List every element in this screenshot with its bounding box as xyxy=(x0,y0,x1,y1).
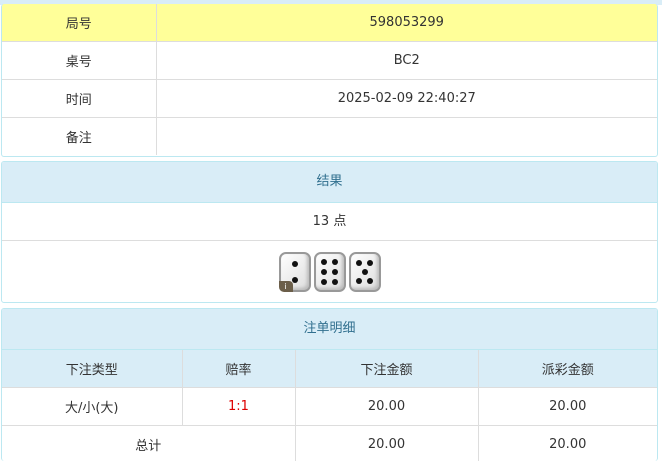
die-6 xyxy=(313,252,346,292)
pip xyxy=(332,279,339,286)
bet-details-title: 注单明细 xyxy=(2,309,657,350)
pip xyxy=(332,258,339,265)
time-row: 时间 2025-02-09 22:40:27 xyxy=(2,79,657,118)
value: 2025-02-09 22:40:27 xyxy=(155,79,657,118)
die-5 xyxy=(348,252,381,292)
table-number-row: 桌号 BC2 xyxy=(2,41,657,80)
round-info-panel: 局号 598053299 桌号 BC2 时间 2025-02-09 22:40:27 … xyxy=(1,4,658,157)
table-row: 大/小(大) 1:1 20.00 20.00 xyxy=(2,387,657,426)
label: 局号 xyxy=(2,4,157,42)
label: 时间 xyxy=(2,79,157,118)
total-amount: 20.00 xyxy=(294,425,479,461)
pip xyxy=(320,258,327,265)
pip xyxy=(361,269,368,275)
info-badge-icon: i xyxy=(278,281,293,292)
bet-header-row: 下注类型 赔率 下注金额 派彩金额 xyxy=(2,350,657,388)
total-payout: 20.00 xyxy=(477,425,657,461)
bet-amount: 20.00 xyxy=(294,387,479,426)
pip xyxy=(320,279,327,286)
die-2: i xyxy=(278,252,311,292)
bet-type: 大/小(大) xyxy=(2,387,183,426)
header-bet-amount: 下注金额 xyxy=(294,350,479,388)
pip xyxy=(320,269,327,275)
result-panel: 结果 13 点 i xyxy=(1,161,658,303)
result-points: 13 点 xyxy=(2,203,657,241)
result-title: 结果 xyxy=(2,162,657,203)
label: 备注 xyxy=(2,117,157,155)
pip xyxy=(291,261,298,268)
value: 598053299 xyxy=(155,4,657,42)
bet-details-panel: 注单明细 下注类型 赔率 下注金额 派彩金额 大/小(大) 1:1 20.00 20.00 … xyxy=(1,308,658,461)
pip xyxy=(291,276,298,283)
total-label: 总计 xyxy=(2,425,296,461)
payout: 20.00 xyxy=(477,387,657,426)
remark-row: 备注 xyxy=(2,117,657,155)
value xyxy=(155,117,657,155)
total-row: 总计 20.00 20.00 xyxy=(2,425,657,461)
pip xyxy=(367,278,374,284)
header-payout: 派彩金额 xyxy=(477,350,657,388)
header-bet-type: 下注类型 xyxy=(2,350,183,388)
odds: 1:1 xyxy=(181,387,296,426)
round-number-row: 局号 598053299 xyxy=(2,4,657,42)
header-odds: 赔率 xyxy=(181,350,296,388)
value: BC2 xyxy=(155,41,657,80)
pip xyxy=(355,278,362,284)
label: 桌号 xyxy=(2,41,157,80)
pip xyxy=(367,260,374,266)
pip xyxy=(355,260,362,266)
dice-group: i xyxy=(278,252,381,292)
pip xyxy=(332,269,339,275)
